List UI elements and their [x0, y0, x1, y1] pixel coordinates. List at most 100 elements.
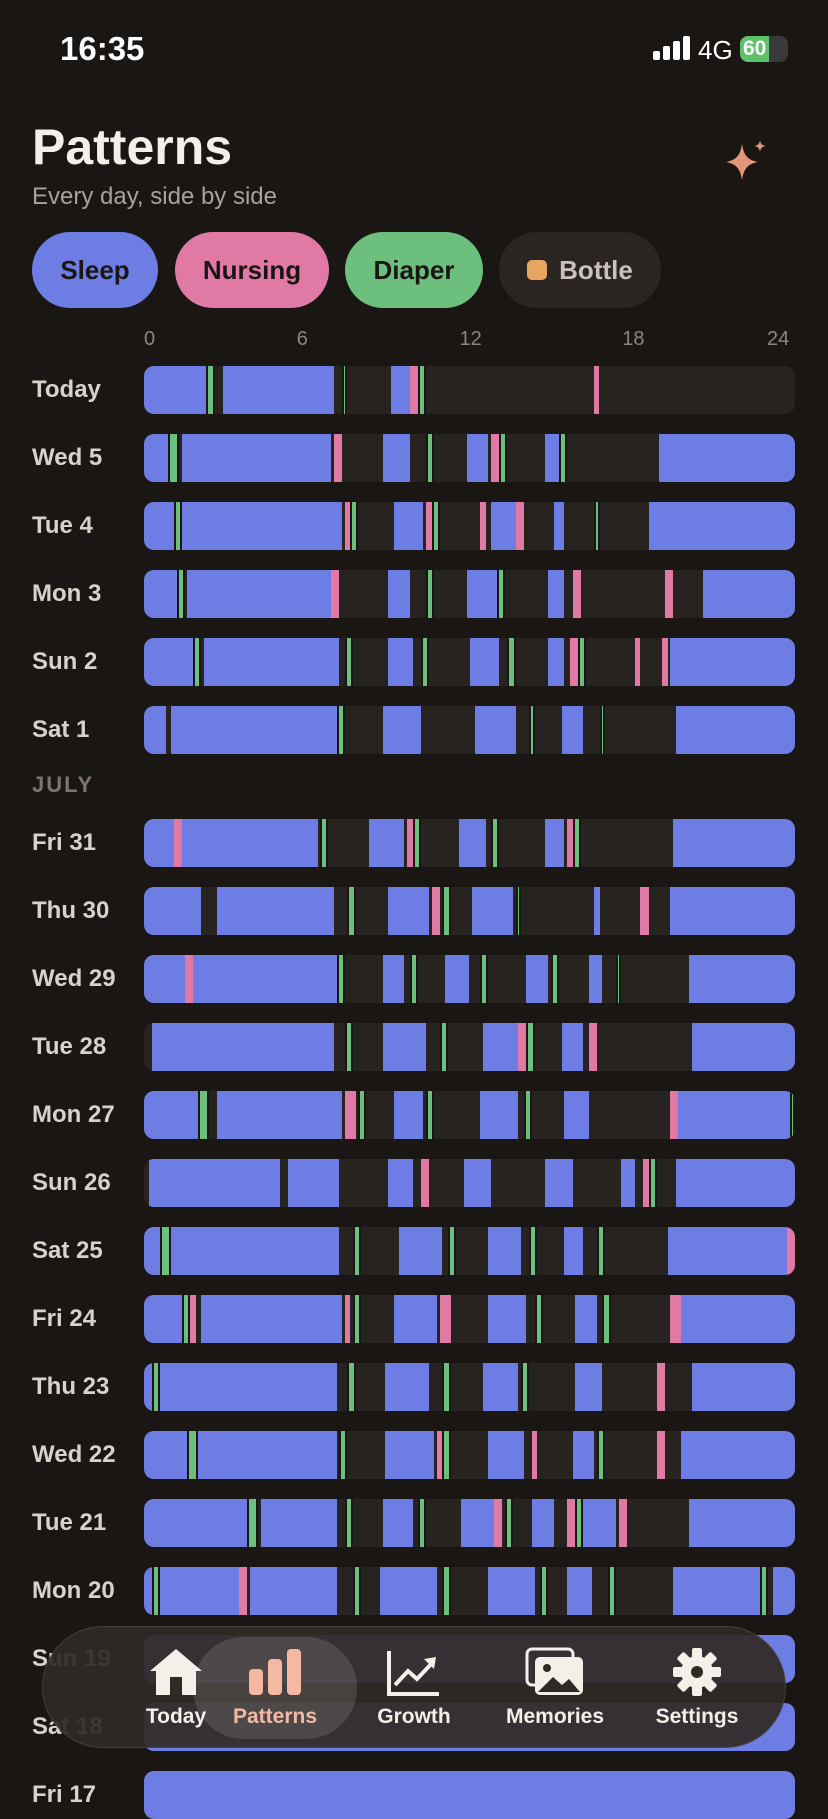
day-timeline[interactable]: [144, 570, 795, 618]
sleep-segment: [369, 819, 405, 867]
sleep-segment: [144, 887, 201, 935]
sleep-segment: [681, 1431, 795, 1479]
day-timeline[interactable]: [144, 706, 795, 754]
nursing-segment: [333, 434, 342, 482]
filter-chip-label: Bottle: [559, 254, 633, 285]
diaper-segment: [181, 1295, 191, 1343]
sleep-segment: [187, 570, 334, 618]
diaper-segment: [648, 1159, 657, 1207]
day-timeline[interactable]: [144, 366, 795, 414]
day-timeline[interactable]: [144, 1023, 795, 1071]
sleep-segment: [379, 1567, 437, 1615]
house-icon: [150, 1649, 202, 1695]
day-timeline[interactable]: [144, 887, 795, 935]
day-label: Sat 25: [32, 1237, 103, 1264]
tab-memories[interactable]: Memories: [480, 1627, 630, 1749]
day-timeline[interactable]: [144, 1771, 795, 1819]
tab-bar: Today Patterns Growth Memories Settings: [42, 1626, 786, 1748]
day-timeline[interactable]: [144, 1295, 795, 1343]
nursing-segment: [344, 1091, 356, 1139]
nursing-segment: [493, 1499, 503, 1547]
sleep-segment: [659, 434, 795, 482]
sleep-segment: [488, 1567, 535, 1615]
day-timeline[interactable]: [144, 1431, 795, 1479]
diaper-segment: [439, 1023, 448, 1071]
bar-chart-icon: [249, 1649, 301, 1695]
sleep-segment: [548, 570, 565, 618]
day-timeline[interactable]: [144, 1227, 795, 1275]
sleep-segment: [382, 1499, 413, 1547]
day-timeline[interactable]: [144, 434, 795, 482]
nursing-segment: [407, 819, 413, 867]
sleep-segment: [144, 502, 174, 550]
day-timeline[interactable]: [144, 502, 795, 550]
network-type: 4G: [698, 35, 733, 65]
nursing-segment: [567, 819, 573, 867]
tab-patterns[interactable]: Patterns: [200, 1627, 350, 1749]
sleep-segment: [171, 706, 337, 754]
sleep-segment: [192, 955, 337, 1003]
status-time: 16:35: [60, 30, 145, 67]
sleep-segment: [382, 1023, 427, 1071]
battery-icon: 60: [740, 36, 788, 62]
sleep-segment: [583, 1499, 616, 1547]
day-timeline[interactable]: [144, 1363, 795, 1411]
diaper-segment: [344, 638, 353, 686]
nursing-segment: [518, 1023, 527, 1071]
sleep-segment: [648, 502, 795, 550]
sleep-segment: [488, 1431, 524, 1479]
diaper-segment: [417, 1499, 427, 1547]
diaper-segment: [447, 1227, 456, 1275]
sleep-segment: [588, 955, 603, 1003]
tab-settings[interactable]: Settings: [622, 1627, 772, 1749]
filter-chip-nursing[interactable]: Nursing: [175, 232, 329, 308]
day-timeline[interactable]: [144, 955, 795, 1003]
diaper-segment: [152, 1363, 161, 1411]
sleep-segment: [144, 819, 174, 867]
nursing-segment: [664, 570, 673, 618]
sleep-segment: [198, 1431, 337, 1479]
sleep-segment: [149, 1159, 280, 1207]
sparkle-icon[interactable]: [722, 138, 768, 184]
diaper-segment: [336, 706, 345, 754]
filter-chip-diaper[interactable]: Diaper: [345, 232, 483, 308]
diaper-segment: [420, 638, 429, 686]
day-timeline[interactable]: [144, 1567, 795, 1615]
day-timeline[interactable]: [144, 1091, 795, 1139]
sleep-segment: [670, 887, 795, 935]
tab-today[interactable]: Today: [101, 1627, 251, 1749]
sleep-segment: [564, 1227, 584, 1275]
day-timeline[interactable]: [144, 1159, 795, 1207]
sleep-segment: [483, 1023, 519, 1071]
diaper-segment: [347, 1363, 356, 1411]
sleep-segment: [144, 1771, 795, 1819]
nursing-segment: [569, 638, 578, 686]
diaper-segment: [442, 1431, 451, 1479]
tab-growth[interactable]: Growth: [339, 1627, 489, 1749]
tab-label: Settings: [655, 1705, 739, 1728]
filter-chip-sleep[interactable]: Sleep: [32, 232, 158, 308]
day-timeline[interactable]: [144, 638, 795, 686]
diaper-segment: [426, 434, 435, 482]
sleep-segment: [144, 955, 185, 1003]
sleep-segment: [222, 366, 334, 414]
sleep-segment: [466, 434, 489, 482]
nursing-segment: [420, 1159, 429, 1207]
sleep-segment: [691, 1363, 795, 1411]
day-timeline[interactable]: [144, 1499, 795, 1547]
diaper-segment: [344, 1499, 353, 1547]
nursing-segment: [190, 1295, 196, 1343]
diaper-segment: [168, 434, 180, 482]
filter-chip-bottle[interactable]: Bottle: [499, 232, 661, 308]
diaper-segment: [499, 434, 508, 482]
day-label: Wed 22: [32, 1441, 116, 1468]
nursing-segment: [567, 1499, 576, 1547]
diaper-segment: [442, 887, 451, 935]
day-timeline[interactable]: [144, 819, 795, 867]
sleep-segment: [160, 1567, 239, 1615]
sleep-segment: [393, 502, 424, 550]
tab-label: Patterns: [232, 1705, 318, 1728]
day-label: Thu 30: [32, 897, 110, 924]
day-label: Sat 1: [32, 716, 90, 743]
sleep-segment: [217, 887, 334, 935]
